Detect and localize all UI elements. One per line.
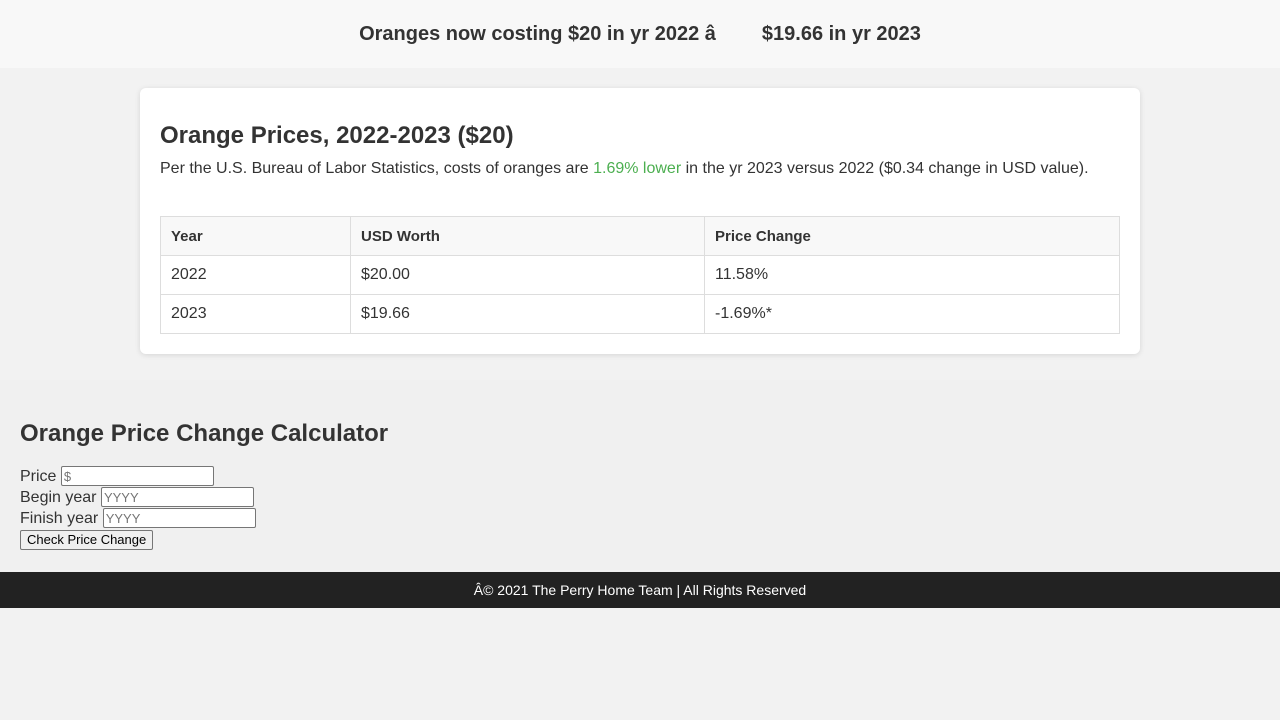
description-prefix: Per the U.S. Bureau of Labor Statistics,… [160,160,594,177]
site-footer: Â© 2021 The Perry Home Team | All Rights… [0,572,1280,608]
finish-year-input[interactable] [102,508,256,528]
column-header-usd-worth: USD Worth [350,216,705,257]
card-title: Orange Prices, 2022-2023 ($20) [160,122,514,149]
button-row: Check Price Change [20,529,1260,550]
finish-year-label: Finish year [20,510,99,527]
table-cell-year: 2023 [160,294,351,335]
table-cell-usd-worth: $19.66 [350,294,705,335]
table-header-row: Year USD Worth Price Change [160,216,1120,257]
price-change-calculator: Orange Price Change Calculator Price Beg… [0,380,1280,572]
begin-year-label: Begin year [20,489,97,506]
price-row: Price [20,466,1260,487]
finish-year-row: Finish year [20,508,1260,529]
begin-year-input[interactable] [100,487,254,507]
table-cell-year: 2022 [160,255,351,296]
column-header-year: Year [160,216,351,257]
footer-copyright: Â© 2021 The Perry Home Team | All Rights… [473,582,807,598]
check-price-change-button[interactable]: Check Price Change [20,529,154,550]
table-row: 2022 $20.00 11.58% [160,255,1120,296]
headline-part-2: $19.66 in yr 2023 [761,22,921,45]
description-suffix: in the yr 2023 versus 2022 ($0.34 change… [681,160,1089,177]
price-summary-card: Orange Prices, 2022-2023 ($20) Per the U… [140,88,1140,355]
table-cell-price-change: 11.58% [704,255,1120,296]
table-cell-price-change: -1.69%* [704,294,1120,335]
calculator-title: Orange Price Change Calculator [20,420,389,447]
table-cell-usd-worth: $20.00 [350,255,705,296]
headline-part-1: Oranges now costing $20 in yr 2022 â [359,22,716,45]
price-input[interactable] [60,466,214,486]
headline-banner: Oranges now costing $20 in yr 2022 â $19… [0,0,1280,68]
card-description: Per the U.S. Bureau of Labor Statistics,… [160,158,1120,180]
price-label: Price [20,468,57,485]
description-highlight: 1.69% lower [593,160,682,177]
begin-year-row: Begin year [20,487,1260,508]
price-table: Year USD Worth Price Change 2022 $20.00 … [160,216,1120,335]
column-header-price-change: Price Change [704,216,1120,257]
table-row: 2023 $19.66 -1.69%* [160,294,1120,335]
